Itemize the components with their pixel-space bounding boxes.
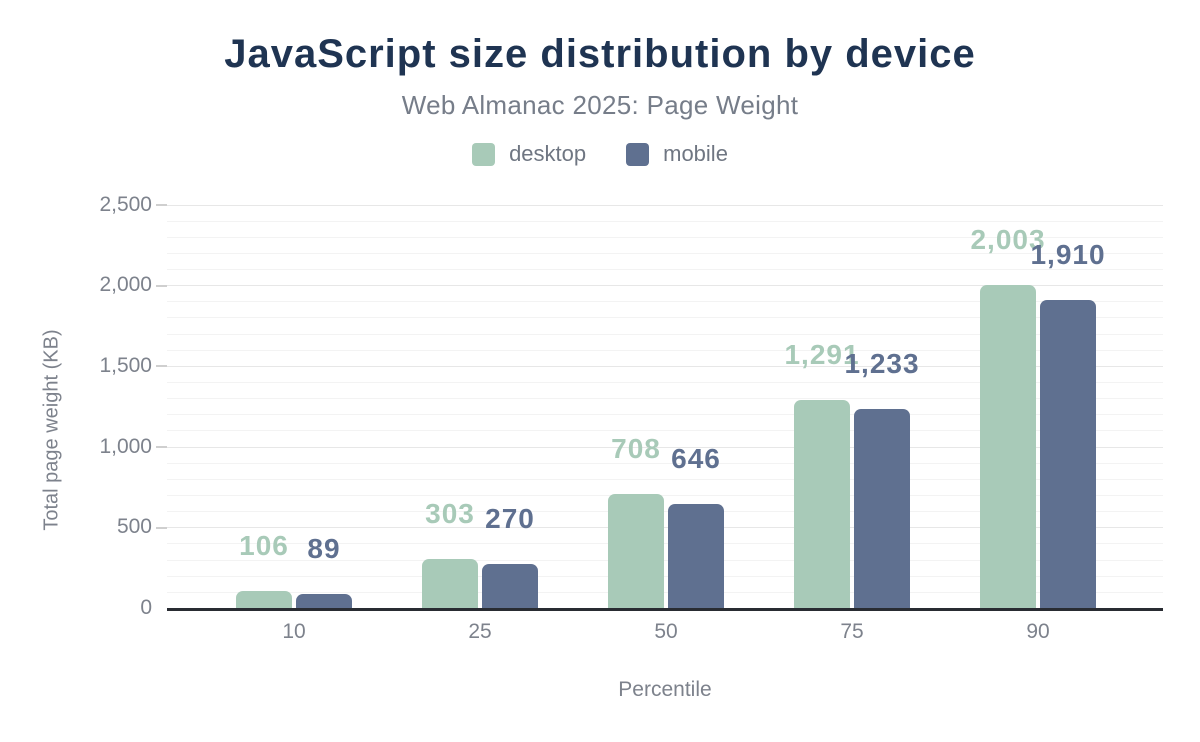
data-label-mobile-p25: 270 — [485, 503, 535, 535]
gridline-major — [167, 527, 1163, 529]
y-tick-label-0: 0 — [140, 596, 152, 619]
gridline-minor — [167, 333, 1163, 335]
chart-subtitle: Web Almanac 2025: Page Weight — [401, 90, 799, 120]
bar-mobile-p90[interactable] — [1040, 299, 1096, 608]
legend-item-mobile[interactable]: mobile — [626, 141, 728, 167]
data-label-mobile-p75: 1,233 — [844, 347, 920, 379]
gridline-minor — [167, 575, 1163, 577]
legend-swatch-mobile-icon — [626, 142, 650, 166]
data-label-mobile-p90: 1,910 — [1030, 238, 1106, 270]
data-label-desktop-p90: 2,003 — [970, 223, 1046, 255]
gridline-minor — [167, 349, 1163, 351]
y-axis-tick — [156, 204, 167, 206]
bar-mobile-p50[interactable] — [668, 503, 724, 608]
gridline-minor — [167, 398, 1163, 400]
gridline-minor — [167, 236, 1163, 238]
gridline-minor — [167, 543, 1163, 545]
y-tick-label-2500: 2,500 — [99, 192, 152, 216]
data-label-desktop-p25: 303 — [425, 498, 475, 530]
x-tick-label-50: 50 — [654, 620, 678, 643]
gridline-minor — [167, 591, 1163, 593]
gridline-major — [167, 204, 1163, 206]
gridline-minor — [167, 462, 1163, 464]
bar-desktop-p25[interactable] — [422, 559, 478, 608]
data-label-mobile-p50: 646 — [671, 442, 721, 474]
y-tick-label-1500: 1,500 — [99, 353, 152, 377]
data-label-desktop-p10: 106 — [239, 529, 289, 561]
gridline-minor — [167, 317, 1163, 319]
gridline-minor — [167, 430, 1163, 432]
legend-item-desktop[interactable]: desktop — [472, 141, 586, 167]
legend-label-mobile: mobile — [663, 141, 728, 166]
legend-label-desktop: desktop — [509, 141, 587, 166]
gridline-minor — [167, 269, 1163, 271]
bar-desktop-p90[interactable] — [980, 284, 1036, 608]
y-tick-label-1000: 1,000 — [99, 434, 152, 458]
gridline-major — [167, 365, 1163, 367]
gridline-minor — [167, 495, 1163, 497]
gridline-minor — [167, 382, 1163, 384]
data-label-mobile-p10: 89 — [307, 532, 341, 564]
y-axis-tick — [156, 365, 167, 368]
gridline-minor — [167, 220, 1163, 222]
x-tick-label-90: 90 — [1026, 620, 1050, 643]
legend: desktop mobile — [0, 141, 1200, 167]
bar-mobile-p25[interactable] — [482, 564, 538, 608]
x-tick-label-75: 75 — [840, 620, 864, 643]
y-axis-tick — [156, 526, 167, 529]
bar-mobile-p75[interactable] — [854, 408, 910, 608]
y-axis-tick — [156, 284, 167, 287]
bar-mobile-p10[interactable] — [296, 593, 352, 608]
gridline-major — [167, 285, 1163, 287]
gridline-minor — [167, 559, 1163, 561]
chart-title: JavaScript size distribution by device — [224, 32, 976, 76]
bar-desktop-p10[interactable] — [236, 590, 292, 608]
gridline-minor — [167, 478, 1163, 480]
y-tick-label-2000: 2,000 — [99, 273, 152, 297]
x-axis-title: Percentile — [618, 678, 712, 701]
y-axis-tick — [156, 446, 167, 449]
gridline-minor — [167, 414, 1163, 416]
data-label-desktop-p75: 1,291 — [784, 338, 860, 370]
bar-desktop-p75[interactable] — [794, 399, 850, 608]
x-tick-label-10: 10 — [282, 620, 306, 643]
data-label-desktop-p50: 708 — [611, 432, 661, 464]
gridline-minor — [167, 511, 1163, 513]
x-axis-line — [167, 608, 1163, 611]
gridline-minor — [167, 252, 1163, 254]
gridline-major — [167, 446, 1163, 448]
bar-desktop-p50[interactable] — [608, 493, 664, 608]
y-tick-label-500: 500 — [116, 515, 152, 539]
x-tick-label-25: 25 — [468, 620, 492, 643]
gridline-minor — [167, 301, 1163, 303]
legend-swatch-desktop-icon — [472, 142, 496, 166]
